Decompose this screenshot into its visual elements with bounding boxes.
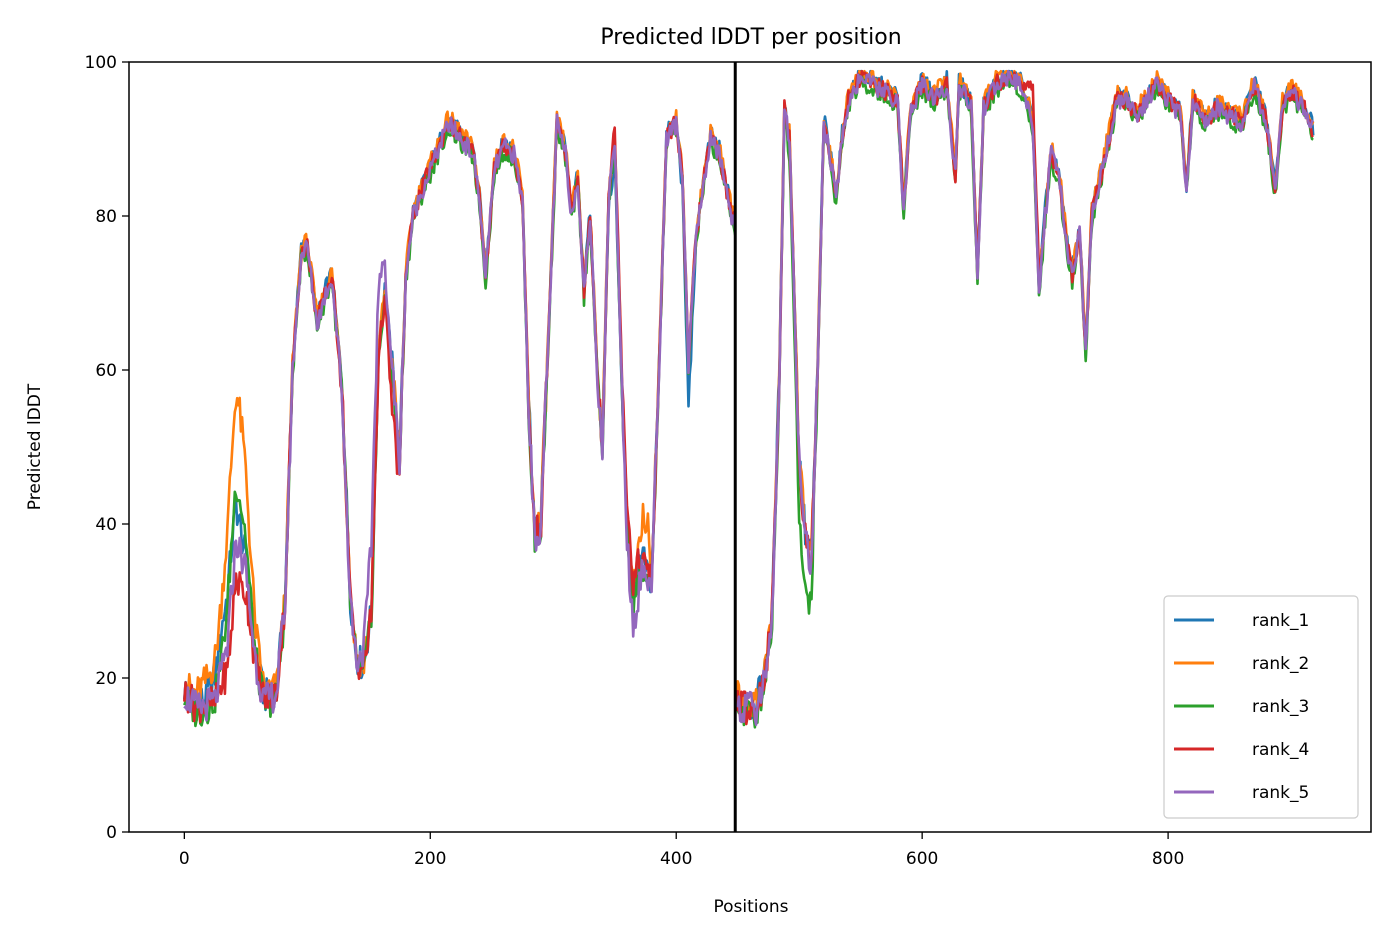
plot-frame: [128, 61, 1372, 833]
legend-label-rank_1: rank_1: [1252, 611, 1309, 631]
series-line-rank_3-part1: [183, 122, 737, 728]
x-tick-label: 0: [179, 849, 190, 869]
x-tick-label: 600: [906, 849, 938, 869]
y-tick-label: 100: [85, 53, 117, 73]
x-axis-ticks: 0 200 400 600 800: [179, 832, 1184, 869]
series-line-rank_2-part1: [183, 109, 737, 703]
legend-label-rank_4: rank_4: [1252, 740, 1309, 760]
x-tick-label: 200: [414, 849, 446, 869]
y-tick-label: 80: [95, 207, 117, 227]
legend: rank_1 rank_2 rank_3 rank_4 rank_5: [1163, 595, 1359, 819]
y-tick-label: 20: [95, 669, 117, 689]
legend-label-rank_3: rank_3: [1252, 697, 1309, 717]
y-axis-ticks: 0 20 40 60 80 100: [85, 53, 129, 843]
chart-title: Predicted lDDT per position: [600, 25, 901, 50]
series-line-rank_5-part2: [736, 69, 1315, 727]
x-tick-label: 800: [1152, 849, 1184, 869]
legend-box: [1163, 595, 1359, 819]
series-line-rank_5-part1: [183, 113, 737, 722]
plot-lines: [183, 69, 1315, 729]
y-axis-label: Predicted lDDT: [25, 383, 45, 510]
series-line-rank_4-part1: [183, 113, 737, 724]
x-axis-label: Positions: [713, 897, 788, 917]
y-tick-label: 60: [95, 361, 117, 381]
y-tick-label: 40: [95, 515, 117, 535]
legend-label-rank_2: rank_2: [1252, 654, 1309, 674]
y-tick-label: 0: [106, 823, 117, 843]
x-tick-label: 400: [660, 849, 692, 869]
legend-label-rank_5: rank_5: [1252, 783, 1309, 803]
series-line-rank_1-part1: [183, 114, 737, 722]
